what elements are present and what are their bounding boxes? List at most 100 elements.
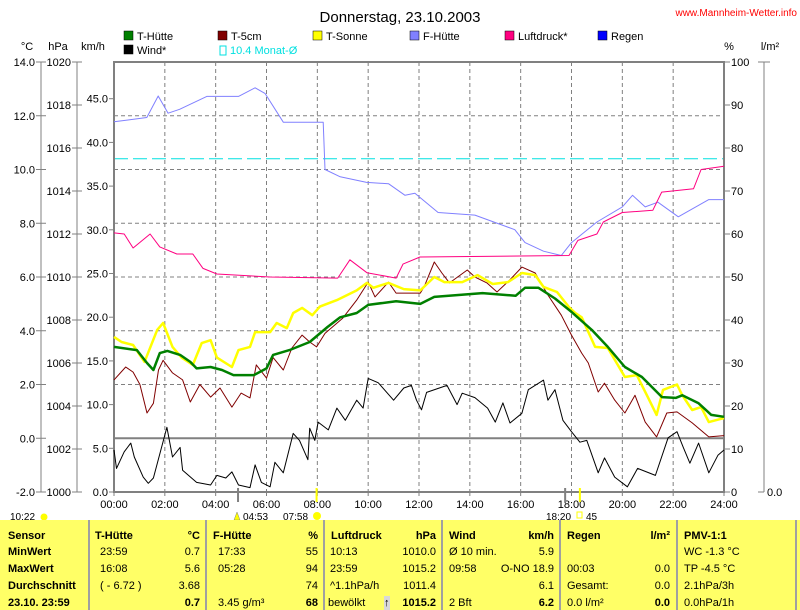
kmh-tick-label: 35.0 [87,181,108,193]
table-header-cell: Regen [567,530,601,542]
table-header-cell: Luftdruck [331,530,382,542]
table-header-cell: Sensor [8,530,46,542]
moon-time-left: 10:22 [10,512,35,520]
percent-tick-label: 50 [731,272,743,284]
kmh-tick-label: 40.0 [87,137,108,149]
hpa-tick-label: 1020 [47,57,71,69]
chart-title: Donnerstag, 23.10.2003 [320,9,481,26]
celsius-tick-label: 12.0 [14,111,35,123]
series-wind [113,377,725,489]
legend-label: Wind* [137,45,167,57]
celsius-tick-label: 10.0 [14,165,35,177]
table-header-cell: °C [187,530,200,542]
percent-tick-label: 60 [731,229,743,241]
axes: 14.012.010.08.06.04.02.00.0-2.0102010181… [14,57,783,511]
table-header-cell: PMV-1:1 [684,530,727,542]
table-header-cell: km/h [528,530,554,542]
legend-swatch [504,30,515,41]
hpa-tick-label: 1016 [47,143,71,155]
table-header-cell: Wind [449,530,476,542]
table-cell-th-time: 16:08 [100,563,128,575]
table-header-cell: T-Hütte [95,530,133,542]
table-cell-r-time: Gesamt: [567,580,609,592]
site-url[interactable]: www.Mannheim-Wetter.info [674,8,797,19]
legend-swatch [312,30,323,41]
hpa-tick-label: 1004 [47,401,71,413]
moon-phase-percent: 45 [586,512,598,520]
kmh-tick-label: 15.0 [87,356,108,368]
table-cell-lp-time: bewölkt [328,597,366,609]
percent-tick-label: 0 [731,487,737,499]
percent-tick-label: 10 [731,444,743,456]
legend-label: F-Hütte [423,31,460,43]
percent-tick-label: 80 [731,143,743,155]
table-cell-fh-time: 05:28 [218,563,246,575]
percent-tick-label: 40 [731,315,743,327]
legend-swatch [597,30,608,41]
table-cell-fh-val: 94 [305,563,318,575]
kmh-tick-label: 5.0 [93,443,108,455]
kmh-tick-label: 25.0 [87,269,108,281]
axis-unit-hpa: hPa [48,41,68,53]
moon-phase-icon [576,511,583,519]
table-cell-lp-val: 1015.2 [402,563,436,575]
axis-unit-celsius: °C [21,41,33,53]
table-cell-w-val: O-NO 18.9 [500,563,554,575]
legend: T-Hütte T-5cm T-Sonne F-Hütte Luftdruck* Rege… [123,30,643,57]
x-tick-label: 06:00 [253,499,281,511]
x-tick-label: 16:00 [507,499,535,511]
grid [114,62,724,492]
hpa-tick-label: 1000 [47,487,71,499]
table-cell-fh-time: 3.45 g/m³ [218,597,265,609]
table-cell-lp-time: 23:59 [330,563,358,575]
table-cell-th-time: ( - 6.72 ) [100,580,142,592]
celsius-tick-label: 8.0 [20,218,35,230]
percent-tick-label: 90 [731,100,743,112]
table-cell-lp-val: 1010.0 [402,546,436,558]
table-cell-label: Durchschnitt [8,580,76,592]
table-cell-pmv: 2.1hPa/3h [684,580,735,592]
table-cell-label: MinWert [8,546,52,558]
moon-icon [40,513,48,520]
hpa-tick-label: 1018 [47,100,71,112]
x-tick-label: 22:00 [659,499,687,511]
series-t-sonne [113,271,725,424]
celsius-tick-label: 0.0 [20,433,35,445]
series-f-h-tte [113,87,724,256]
celsius-tick-label: 14.0 [14,57,35,69]
hpa-tick-label: 1010 [47,272,71,284]
x-tick-label: 18:00 [558,499,586,511]
table-cell-th-val: 0.7 [184,546,200,558]
legend-swatch [123,30,134,41]
hpa-tick-label: 1014 [47,186,71,198]
table-cell-fh-time: 17:33 [218,546,246,558]
celsius-tick-label: 6.0 [20,272,35,284]
x-tick-label: 24:00 [710,499,738,511]
table-cell-r-time: 00:03 [567,563,595,575]
percent-tick-label: 70 [731,186,743,198]
x-tick-label: 04:00 [202,499,230,511]
hpa-tick-label: 1006 [47,358,71,370]
table-cell-fh-val: 74 [305,580,318,592]
axis-unit-rain: l/m² [761,41,780,53]
kmh-tick-label: 20.0 [87,312,108,324]
table-cell-r-val: 0.0 [654,563,670,575]
table-cell-th-time: 23:59 [100,546,128,558]
table-cell-lp-val: 1011.4 [403,580,436,592]
celsius-tick-label: 2.0 [20,380,35,392]
table-cell-w-time: Ø 10 min. [449,546,497,558]
x-tick-label: 08:00 [304,499,332,511]
table-cell-r-val: 0.0 [654,597,670,609]
pressure-trend-up-icon: ↑ [384,596,390,610]
table-header-cell: F-Hütte [213,530,252,542]
weather-chart: Donnerstag, 23.10.2003 www.Mannheim-Wett… [10,8,797,520]
legend-label: 10.4 Monat-Ø [230,45,298,57]
series-t-h-tte [113,286,725,419]
table-cell-lp-val: 1015.2 [402,597,436,609]
table-cell-pmv: 0.0hPa/1h [684,597,735,609]
legend-swatch [409,30,420,41]
x-tick-label: 00:00 [100,499,128,511]
x-tick-label: 10:00 [354,499,382,511]
celsius-tick-label: -2.0 [16,487,35,499]
table-cell-fh-val: 68 [305,597,318,609]
